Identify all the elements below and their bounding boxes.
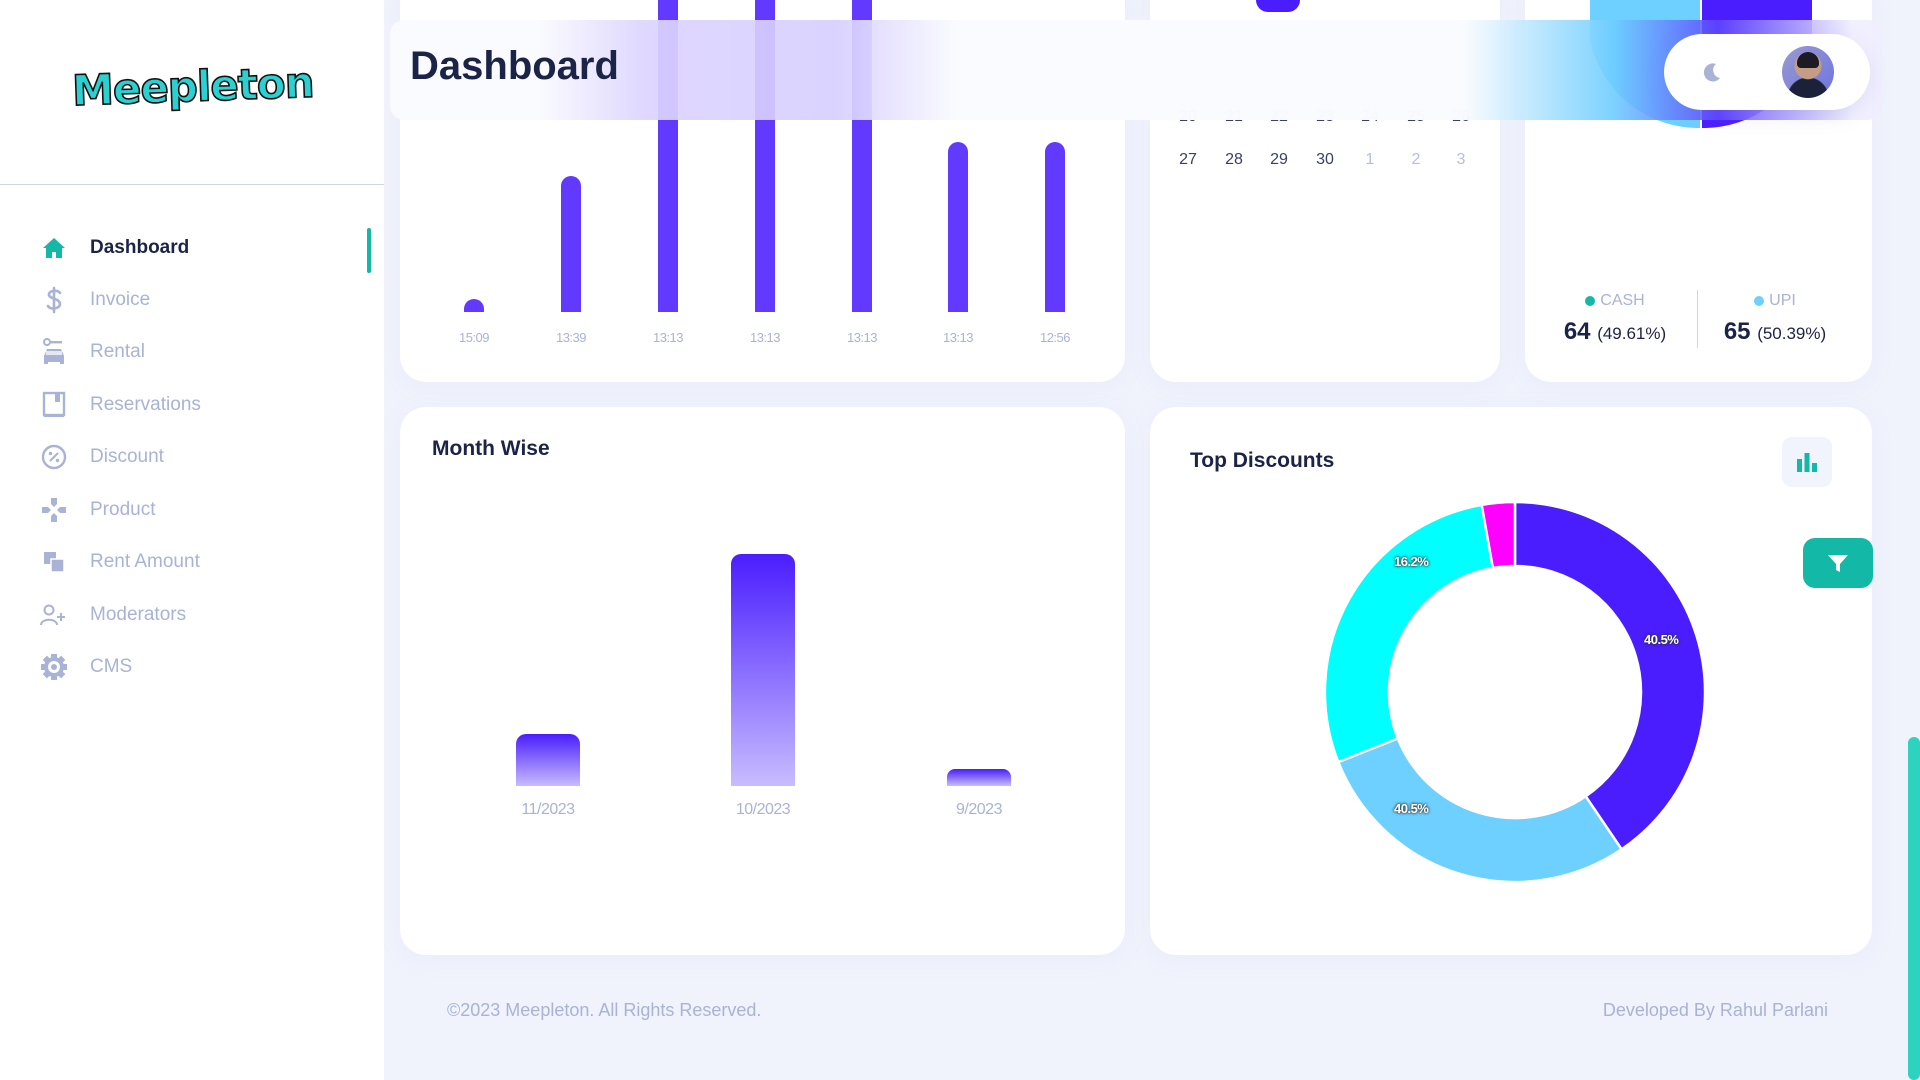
upi-count: 65 xyxy=(1723,318,1751,345)
squares-icon xyxy=(40,548,68,576)
active-indicator xyxy=(367,228,371,273)
top-header: Dashboard xyxy=(390,20,1882,120)
chart-type-button[interactable] xyxy=(1782,437,1832,487)
chart-bar[interactable] xyxy=(948,142,968,312)
x-tick-label: 13:13 xyxy=(846,330,878,345)
x-tick-label: 12:56 xyxy=(1039,330,1071,345)
chart-bar[interactable] xyxy=(516,734,580,786)
upi-percent: (50.39%) xyxy=(1757,324,1827,343)
page-scrollbar[interactable] xyxy=(1908,737,1920,1080)
x-tick-label: 13:39 xyxy=(555,330,587,345)
sidebar-item-label: Product xyxy=(90,499,156,520)
sidebar-item-product[interactable]: Product xyxy=(40,490,360,530)
sidebar-item-rental[interactable]: Rental xyxy=(40,332,360,372)
x-tick-label: 13:13 xyxy=(652,330,684,345)
chart-bar[interactable] xyxy=(731,554,795,786)
gamepad-icon xyxy=(40,496,68,524)
dollar-icon xyxy=(40,286,68,314)
filter-button[interactable] xyxy=(1803,538,1873,588)
sidebar-item-label: CMS xyxy=(90,656,133,677)
calendar-day[interactable]: 28 xyxy=(1225,151,1243,168)
sidebar-item-rent-amount[interactable]: Rent Amount xyxy=(40,542,360,582)
sidebar-divider xyxy=(0,184,384,185)
moon-icon[interactable] xyxy=(1700,60,1724,84)
cash-count: 64 xyxy=(1563,318,1591,345)
sidebar-item-label: Moderators xyxy=(90,604,187,625)
book-icon xyxy=(40,391,68,419)
sidebar-item-discount[interactable]: Discount xyxy=(40,437,360,477)
filter-icon xyxy=(1828,555,1848,572)
bar-chart-icon xyxy=(1797,453,1817,472)
sidebar-item-dashboard[interactable]: Dashboard xyxy=(40,228,360,268)
sidebar-item-cms[interactable]: CMS xyxy=(40,647,360,687)
calendar-day[interactable]: 29 xyxy=(1270,151,1288,168)
calendar-day[interactable]: 27 xyxy=(1179,151,1197,168)
gear-icon xyxy=(40,653,68,681)
upi-dot-icon xyxy=(1754,296,1765,306)
month-wise-card: Month Wise 11/2023 10/2023 9/2023 xyxy=(400,407,1125,955)
brand-logo[interactable]: Meepleton xyxy=(70,57,315,116)
donut-label: 40.5% xyxy=(1394,801,1429,816)
sidebar-item-label: Dashboard xyxy=(90,237,190,258)
home-icon xyxy=(40,234,68,262)
legend-upi: UPI 65 (50.39%) xyxy=(1700,292,1850,346)
x-tick-label: 10/2023 xyxy=(735,801,791,818)
sidebar: Meepleton Dashboard Invoice Rental Reser… xyxy=(0,0,384,1080)
donut-label: 40.5% xyxy=(1644,632,1679,647)
sidebar-item-reservations[interactable]: Reservations xyxy=(40,385,360,425)
x-tick-label: 13:13 xyxy=(942,330,974,345)
legend-label: CASH xyxy=(1600,292,1645,309)
sidebar-item-label: Reservations xyxy=(90,394,201,415)
x-tick-label: 13:13 xyxy=(749,330,781,345)
chart-bar[interactable] xyxy=(464,299,484,312)
donut-label: 16.2% xyxy=(1394,554,1429,569)
sidebar-item-label: Discount xyxy=(90,446,164,467)
x-tick-label: 15:09 xyxy=(458,330,490,345)
percent-icon xyxy=(40,443,68,471)
cash-dot-icon xyxy=(1585,296,1596,306)
legend-label: UPI xyxy=(1769,292,1796,309)
car-key-icon xyxy=(40,338,68,366)
chart-bar[interactable] xyxy=(561,176,581,312)
payment-legend: CASH 64 (49.61%) UPI 65 (50.39%) xyxy=(1540,282,1858,362)
legend-divider xyxy=(1697,290,1698,348)
header-actions xyxy=(1664,34,1870,110)
footer-credit: Developed By Rahul Parlani xyxy=(1602,1000,1828,1020)
calendar-day[interactable]: 30 xyxy=(1316,151,1334,168)
card-title: Month Wise xyxy=(432,437,550,460)
top-discounts-donut[interactable] xyxy=(1322,499,1708,885)
chart-bar[interactable] xyxy=(947,769,1011,786)
cash-percent: (49.61%) xyxy=(1597,324,1667,343)
x-tick-label: 11/2023 xyxy=(521,801,575,818)
x-tick-label: 9/2023 xyxy=(956,801,1002,818)
card-title: Top Discounts xyxy=(1190,449,1335,472)
footer-copyright: ©2023 Meepleton. All Rights Reserved. xyxy=(447,1000,762,1020)
calendar-day-next-month[interactable]: 1 xyxy=(1365,151,1375,168)
user-avatar[interactable] xyxy=(1782,46,1834,98)
sidebar-item-moderators[interactable]: Moderators xyxy=(40,595,360,635)
chart-bar[interactable] xyxy=(1045,142,1065,312)
calendar-day-next-month[interactable]: 2 xyxy=(1411,151,1421,168)
page-title: Dashboard xyxy=(410,44,619,88)
sidebar-item-label: Invoice xyxy=(90,289,151,310)
sidebar-item-label: Rental xyxy=(90,341,145,362)
top-discounts-card: Top Discounts 40.5% 40.5% 16.2% xyxy=(1150,407,1872,955)
sidebar-item-invoice[interactable]: Invoice xyxy=(40,280,360,320)
calendar-day-next-month[interactable]: 3 xyxy=(1456,151,1466,168)
calendar-selected-day[interactable] xyxy=(1256,0,1300,12)
legend-cash: CASH 64 (49.61%) xyxy=(1540,292,1690,346)
sidebar-item-label: Rent Amount xyxy=(90,551,200,572)
user-plus-icon xyxy=(40,601,68,629)
